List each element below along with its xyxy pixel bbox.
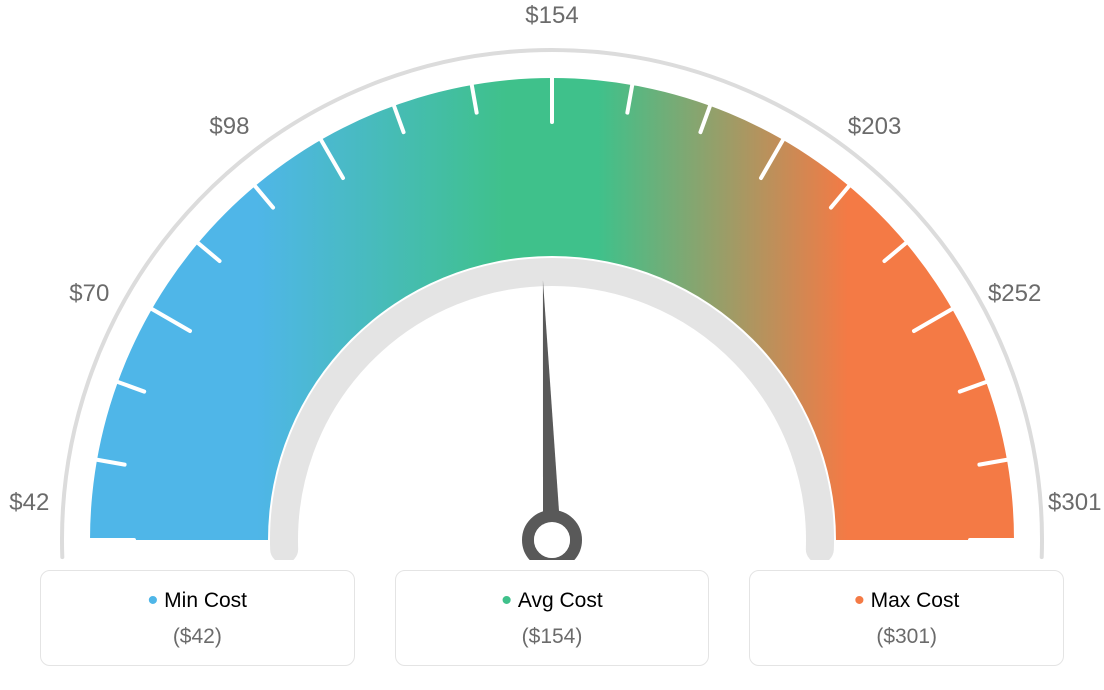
- gauge-tick-label: $98: [209, 113, 249, 141]
- legend-max-title: •Max Cost: [760, 589, 1053, 613]
- gauge-tick-label: $154: [525, 2, 578, 30]
- legend-max-label: Max Cost: [871, 589, 960, 612]
- legend: •Min Cost ($42) •Avg Cost ($154) •Max Co…: [0, 570, 1104, 666]
- legend-min-value: ($42): [51, 625, 344, 649]
- gauge-tick-label: $70: [69, 280, 109, 308]
- legend-card-min: •Min Cost ($42): [40, 570, 355, 666]
- legend-min-title: •Min Cost: [51, 589, 344, 613]
- gauge-chart: $42 $70 $98 $154 $203 $252 $301: [0, 0, 1104, 560]
- legend-avg-title: •Avg Cost: [406, 589, 699, 613]
- gauge-tick-label: $203: [848, 113, 901, 141]
- legend-avg-value: ($154): [406, 625, 699, 649]
- legend-max-value: ($301): [760, 625, 1053, 649]
- dot-icon: •: [854, 584, 865, 617]
- legend-min-label: Min Cost: [164, 589, 247, 612]
- legend-card-avg: •Avg Cost ($154): [395, 570, 710, 666]
- gauge-tick-label: $301: [1048, 489, 1101, 517]
- gauge-tick-label: $42: [9, 489, 49, 517]
- gauge-tick-label: $252: [988, 280, 1041, 308]
- legend-avg-label: Avg Cost: [518, 589, 603, 612]
- dot-icon: •: [148, 584, 159, 617]
- dot-icon: •: [501, 584, 512, 617]
- legend-card-max: •Max Cost ($301): [749, 570, 1064, 666]
- gauge-svg: [0, 0, 1104, 560]
